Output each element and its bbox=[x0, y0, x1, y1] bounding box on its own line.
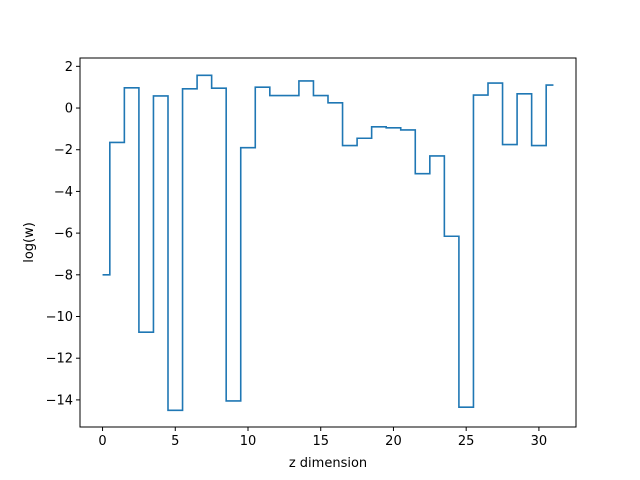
x-tick-label: 30 bbox=[531, 434, 548, 449]
y-axis-label: log(w) bbox=[22, 222, 37, 263]
y-tick-label: −14 bbox=[46, 393, 73, 408]
axes-frame bbox=[79, 57, 577, 428]
x-tick-label: 20 bbox=[385, 434, 402, 449]
y-tick-label: −6 bbox=[54, 227, 73, 242]
y-tick-label: −2 bbox=[54, 143, 73, 158]
x-axis: 0 5 10 15 20 25 30 bbox=[98, 427, 547, 449]
x-tick-label: 15 bbox=[312, 434, 329, 449]
x-tick-label: 25 bbox=[458, 434, 475, 449]
y-axis: 2 0 −2 −4 −6 −8 −10 −12 −14 bbox=[46, 60, 80, 408]
y-tick-label: −8 bbox=[54, 268, 73, 283]
x-axis-label: z dimension bbox=[289, 456, 367, 471]
x-tick-label: 5 bbox=[171, 434, 179, 449]
y-tick-label: −12 bbox=[46, 352, 73, 367]
y-tick-label: 2 bbox=[65, 60, 73, 75]
series-line-0 bbox=[102, 74, 554, 412]
y-tick-label: 0 bbox=[65, 102, 73, 117]
x-tick-label: 10 bbox=[240, 434, 257, 449]
plot-area bbox=[102, 74, 554, 412]
x-tick-label: 0 bbox=[98, 434, 106, 449]
y-tick-label: −10 bbox=[46, 310, 73, 325]
y-tick-label: −4 bbox=[54, 185, 73, 200]
